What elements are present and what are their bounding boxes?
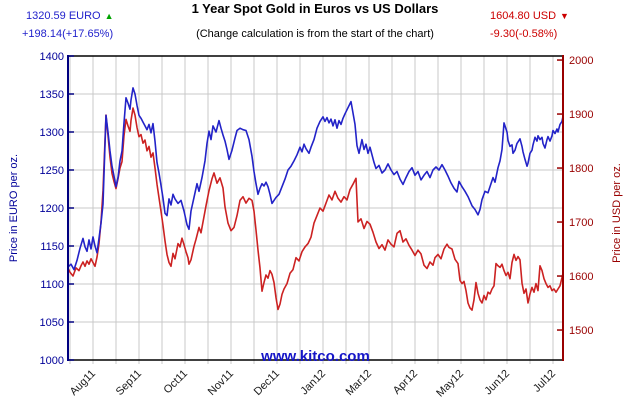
usd-quote-change: -9.30(-0.58%) (490, 28, 558, 40)
left-axis-tick-label: 1400 (40, 51, 64, 63)
x-axis-month-label: Sep11 (114, 368, 144, 398)
chart-subtitle: (Change calculation is from the start of… (196, 28, 434, 40)
right-axis-tick-label: 1600 (569, 271, 593, 283)
right-axis-tick-label: 1500 (569, 325, 593, 337)
chart-title: 1 Year Spot Gold in Euros vs US Dollars (191, 1, 439, 16)
x-axis-month-label: Nov11 (206, 368, 236, 398)
x-axis-month-label: May12 (434, 368, 466, 400)
right-axis-tick-label: 2000 (569, 55, 593, 67)
kitco-watermark-link[interactable]: www.kitco.com (261, 348, 370, 365)
usd-quote-price: 1604.80 USD ▼ (490, 10, 569, 22)
left-axis-tick-label: 1250 (40, 165, 64, 177)
left-axis-tick-label: 1050 (40, 317, 64, 329)
euro-price-value: 1320.59 EURO (26, 10, 101, 22)
left-axis-tick-label: 1300 (40, 127, 64, 139)
x-axis-month-label: Oct11 (161, 368, 190, 397)
x-axis-month-label: Jul12 (531, 368, 558, 395)
usd-price-line (67, 107, 564, 311)
x-axis-month-label: Aug11 (68, 368, 98, 398)
right-axis-tick-label: 1900 (569, 109, 593, 121)
right-axis-tick-label: 1700 (569, 217, 593, 229)
left-axis-tick-label: 1000 (40, 355, 64, 367)
x-axis-month-label: Mar12 (344, 368, 375, 399)
up-triangle-icon: ▲ (104, 11, 114, 21)
left-axis-tick-label: 1150 (40, 241, 64, 253)
x-axis-month-label: Jun12 (482, 368, 512, 398)
usd-price-value: 1604.80 USD (490, 10, 557, 22)
x-axis-month-label: Jan12 (298, 368, 328, 398)
euro-quote-price: 1320.59 EURO ▲ (26, 10, 114, 22)
x-axis-month-label: Apr12 (391, 368, 420, 397)
euro-price-line (67, 87, 564, 271)
left-axis-tick-label: 1350 (40, 89, 64, 101)
euro-quote-change: +198.14(+17.65%) (22, 28, 114, 40)
x-axis-month-label: Dec11 (252, 368, 282, 398)
left-axis-tick-label: 1100 (40, 279, 64, 291)
left-axis-tick-label: 1200 (40, 203, 64, 215)
right-axis-tick-label: 1800 (569, 163, 593, 175)
down-triangle-icon: ▼ (560, 11, 569, 21)
